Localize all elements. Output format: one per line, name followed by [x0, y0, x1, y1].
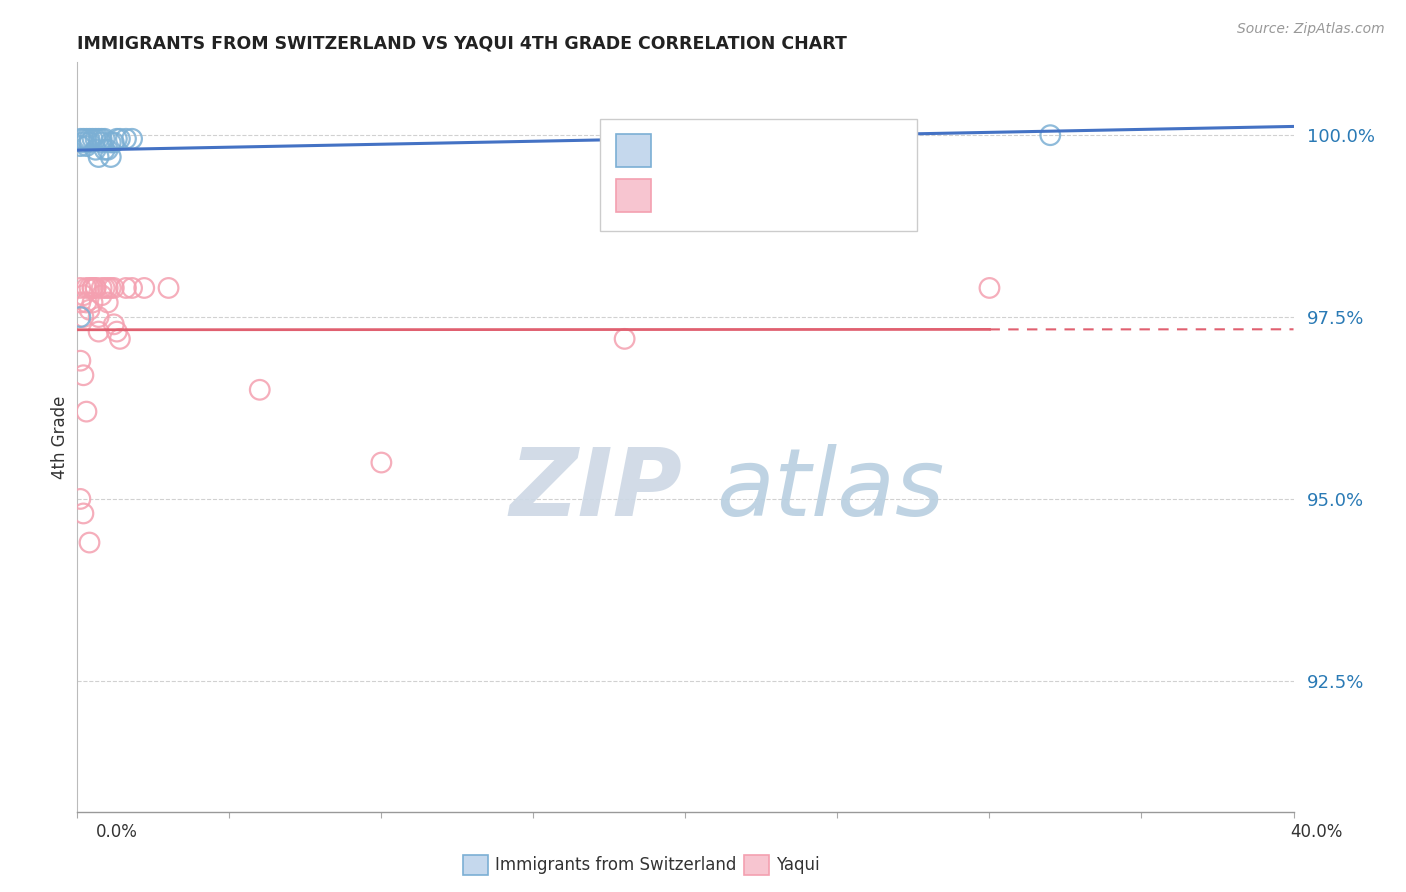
- Point: [72, 136, 94, 150]
- Text: R = 0.373   N = 29: R = 0.373 N = 29: [658, 144, 823, 161]
- Point: [79, 281, 101, 295]
- Point: [97, 143, 120, 157]
- Point: [84, 281, 107, 295]
- Point: [370, 456, 392, 470]
- Point: [79, 302, 101, 317]
- Point: [105, 132, 128, 146]
- Point: [79, 132, 101, 146]
- FancyBboxPatch shape: [616, 179, 651, 212]
- Point: [93, 143, 115, 157]
- Point: [979, 281, 1001, 295]
- Point: [100, 281, 122, 295]
- Text: 40.0%: 40.0%: [1291, 822, 1343, 840]
- Point: [75, 139, 97, 153]
- Text: Yaqui: Yaqui: [776, 856, 820, 874]
- Point: [69, 310, 91, 324]
- Point: [84, 132, 107, 146]
- Point: [79, 136, 101, 150]
- Point: [93, 132, 115, 146]
- Point: [82, 281, 104, 295]
- Point: [613, 332, 636, 346]
- Text: IMMIGRANTS FROM SWITZERLAND VS YAQUI 4TH GRADE CORRELATION CHART: IMMIGRANTS FROM SWITZERLAND VS YAQUI 4TH…: [77, 35, 848, 53]
- Y-axis label: 4th Grade: 4th Grade: [51, 395, 69, 479]
- Point: [115, 132, 138, 146]
- Point: [121, 281, 143, 295]
- Point: [103, 318, 125, 332]
- Text: R = 0.054   N = 39: R = 0.054 N = 39: [658, 188, 823, 206]
- Point: [108, 332, 131, 346]
- Text: ZIP: ZIP: [509, 443, 682, 535]
- FancyBboxPatch shape: [600, 119, 917, 231]
- Point: [69, 139, 91, 153]
- Point: [69, 353, 91, 368]
- Point: [75, 132, 97, 146]
- Point: [82, 281, 104, 295]
- Point: [87, 150, 110, 164]
- Point: [87, 325, 110, 339]
- Point: [134, 281, 156, 295]
- Point: [121, 132, 143, 146]
- Point: [87, 310, 110, 324]
- Point: [75, 404, 97, 418]
- Point: [72, 288, 94, 302]
- FancyBboxPatch shape: [616, 135, 651, 168]
- Point: [157, 281, 180, 295]
- Point: [75, 281, 97, 295]
- Point: [82, 295, 104, 310]
- Point: [72, 507, 94, 521]
- Point: [82, 132, 104, 146]
- Point: [69, 132, 91, 146]
- Text: 0.0%: 0.0%: [96, 822, 138, 840]
- Point: [105, 325, 128, 339]
- Text: Immigrants from Switzerland: Immigrants from Switzerland: [495, 856, 737, 874]
- Point: [84, 281, 107, 295]
- Point: [79, 535, 101, 549]
- Point: [1039, 128, 1062, 143]
- Point: [69, 295, 91, 310]
- Point: [90, 288, 112, 302]
- Point: [72, 368, 94, 383]
- Point: [75, 295, 97, 310]
- Text: atlas: atlas: [716, 444, 943, 535]
- Point: [97, 295, 120, 310]
- Point: [69, 281, 91, 295]
- Point: [72, 310, 94, 324]
- Point: [87, 132, 110, 146]
- Point: [115, 281, 138, 295]
- Point: [93, 281, 115, 295]
- Point: [249, 383, 271, 397]
- Point: [103, 281, 125, 295]
- Point: [90, 281, 112, 295]
- Point: [97, 281, 120, 295]
- Point: [796, 128, 818, 143]
- Point: [90, 132, 112, 146]
- Point: [108, 132, 131, 146]
- Point: [84, 143, 107, 157]
- Point: [90, 136, 112, 150]
- Text: Source: ZipAtlas.com: Source: ZipAtlas.com: [1237, 22, 1385, 37]
- Point: [69, 491, 91, 506]
- Point: [72, 132, 94, 146]
- Point: [100, 136, 122, 150]
- Point: [103, 136, 125, 150]
- Point: [100, 150, 122, 164]
